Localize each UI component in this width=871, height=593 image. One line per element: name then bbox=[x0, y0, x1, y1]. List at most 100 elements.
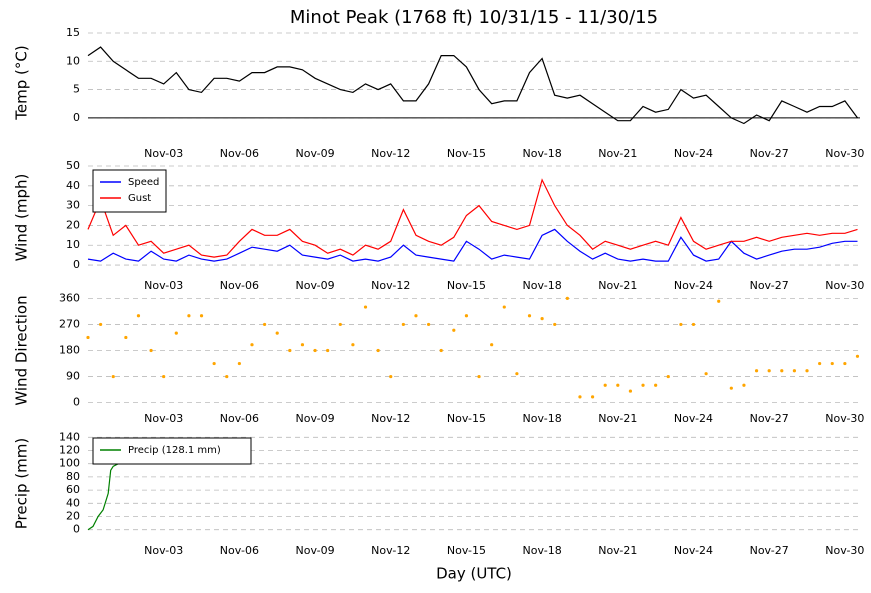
point bbox=[111, 374, 115, 379]
x-tick-label: Nov-21 bbox=[598, 412, 637, 425]
x-tick-label: Nov-30 bbox=[825, 279, 864, 292]
point bbox=[704, 372, 708, 376]
x-tick-label: Nov-03 bbox=[144, 147, 183, 160]
point bbox=[288, 348, 292, 353]
y-tick-label: 40 bbox=[66, 179, 80, 192]
legend-label: Precip (128.1 mm) bbox=[128, 445, 221, 456]
y-tick-label: 40 bbox=[66, 496, 80, 509]
y-tick-label: 60 bbox=[66, 483, 80, 496]
point bbox=[527, 314, 532, 318]
line bbox=[87, 228, 858, 262]
point bbox=[136, 314, 141, 318]
point bbox=[490, 343, 494, 347]
x-tick-label: Nov-15 bbox=[447, 412, 486, 425]
point bbox=[300, 343, 305, 347]
x-tick-label: Nov-12 bbox=[371, 544, 410, 557]
point bbox=[237, 361, 241, 366]
point bbox=[590, 395, 595, 399]
x-tick-label: Nov-27 bbox=[750, 147, 789, 160]
x-tick-label: Nov-24 bbox=[674, 412, 713, 425]
y-tick-label: 10 bbox=[66, 54, 80, 67]
point bbox=[616, 383, 620, 387]
x-tick-label: Nov-18 bbox=[523, 412, 562, 425]
y-tick-label: 0 bbox=[73, 396, 80, 409]
x-tick-label: Nov-24 bbox=[674, 147, 713, 160]
point bbox=[149, 348, 153, 353]
point bbox=[805, 369, 809, 373]
point bbox=[729, 386, 733, 390]
y-axis-label: Temp (°C) bbox=[13, 45, 31, 120]
point bbox=[338, 322, 342, 327]
point bbox=[666, 374, 670, 379]
point bbox=[565, 296, 569, 300]
y-tick-label: 30 bbox=[66, 199, 80, 212]
y-tick-label: 15 bbox=[66, 26, 80, 39]
y-tick-label: 50 bbox=[66, 159, 80, 172]
point bbox=[351, 343, 355, 347]
x-tick-label: Nov-12 bbox=[371, 147, 410, 160]
chart-title: Minot Peak (1768 ft) 10/31/15 - 11/30/15 bbox=[290, 7, 658, 28]
point bbox=[553, 322, 557, 327]
point bbox=[389, 374, 393, 379]
x-tick-label: Nov-15 bbox=[447, 279, 486, 292]
y-tick-label: 20 bbox=[66, 218, 80, 231]
point bbox=[540, 317, 544, 321]
x-tick-label: Nov-21 bbox=[598, 279, 637, 292]
x-tick-label: Nov-12 bbox=[371, 279, 410, 292]
point bbox=[691, 322, 696, 327]
x-tick-label: Nov-09 bbox=[295, 147, 334, 160]
x-tick-label: Nov-09 bbox=[295, 544, 334, 557]
legend-label: Speed bbox=[128, 177, 159, 188]
legend-label: Gust bbox=[128, 193, 151, 204]
x-tick-label: Nov-03 bbox=[144, 412, 183, 425]
x-tick-label: Nov-15 bbox=[447, 544, 486, 557]
y-tick-label: 180 bbox=[59, 344, 80, 357]
y-axis-label: Wind (mph) bbox=[13, 174, 31, 262]
point bbox=[477, 374, 481, 379]
point bbox=[628, 389, 633, 393]
point bbox=[187, 314, 191, 318]
point bbox=[792, 369, 797, 373]
point bbox=[818, 361, 822, 366]
point bbox=[225, 374, 229, 379]
point bbox=[654, 383, 658, 387]
x-tick-label: Nov-03 bbox=[144, 544, 183, 557]
point bbox=[717, 299, 721, 303]
x-tick-label: Nov-21 bbox=[598, 147, 637, 160]
x-tick-label: Nov-12 bbox=[371, 412, 410, 425]
point bbox=[376, 348, 380, 353]
point bbox=[326, 348, 330, 353]
x-tick-label: Nov-18 bbox=[523, 147, 562, 160]
x-tick-label: Nov-15 bbox=[447, 147, 486, 160]
x-tick-label: Nov-03 bbox=[144, 279, 183, 292]
y-tick-label: 120 bbox=[59, 444, 80, 457]
point bbox=[578, 395, 582, 399]
point bbox=[502, 305, 506, 309]
point bbox=[263, 322, 267, 327]
point bbox=[363, 305, 368, 309]
point bbox=[124, 335, 128, 340]
x-tick-label: Nov-24 bbox=[674, 279, 713, 292]
y-tick-label: 0 bbox=[73, 523, 80, 536]
y-tick-label: 20 bbox=[66, 510, 80, 523]
y-tick-label: 80 bbox=[66, 470, 80, 483]
x-tick-label: Nov-27 bbox=[750, 279, 789, 292]
point bbox=[754, 369, 759, 373]
point bbox=[843, 361, 847, 366]
y-tick-label: 90 bbox=[66, 370, 80, 383]
x-tick-label: Nov-18 bbox=[523, 544, 562, 557]
point bbox=[401, 322, 405, 327]
x-tick-label: Nov-18 bbox=[523, 279, 562, 292]
legend-box bbox=[92, 437, 252, 465]
point bbox=[452, 328, 456, 332]
point bbox=[742, 383, 746, 387]
point bbox=[767, 369, 771, 373]
x-tick-label: Nov-27 bbox=[750, 412, 789, 425]
x-tick-label: Nov-09 bbox=[295, 279, 334, 292]
point bbox=[464, 314, 469, 318]
legend-box bbox=[92, 169, 167, 213]
x-tick-label: Nov-21 bbox=[598, 544, 637, 557]
point bbox=[162, 374, 166, 379]
point bbox=[212, 361, 216, 366]
